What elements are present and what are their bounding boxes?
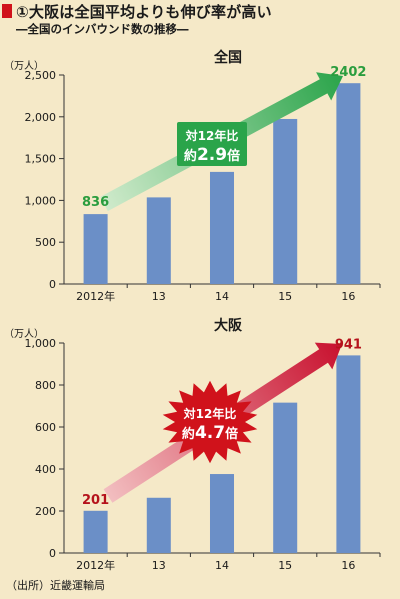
bar [209, 474, 235, 553]
ratio-prefix: 約 [182, 426, 195, 442]
y-tick-label: 400 [35, 463, 56, 476]
data-label-first: 836 [82, 195, 109, 210]
bar [273, 118, 298, 284]
x-tick-label: 14 [215, 290, 229, 303]
chart-osaka: 大阪 （万人） 0 200 400 600 800 1,000 2012年 13 14 15 16 [4, 317, 381, 572]
bar [146, 197, 171, 284]
ratio-multiplier: 2.9 [197, 145, 227, 165]
ratio-badge-line2: 約4.7倍 [182, 423, 238, 443]
y-tick-label: 800 [35, 379, 56, 392]
x-tick-label: 13 [152, 559, 166, 572]
y-tick-label: 2,000 [25, 111, 57, 124]
figure-title: ①大阪は全国平均よりも伸び率が高い [16, 3, 272, 21]
x-tick-label: 16 [341, 290, 355, 303]
data-label-last: 2402 [330, 65, 366, 80]
ratio-badge-line2: 約2.9倍 [184, 145, 240, 165]
ratio-suffix: 倍 [225, 426, 238, 442]
ratio-badge-line1: 対12年比 [183, 406, 237, 421]
y-tick-label: 2,500 [25, 69, 57, 82]
figure-header: ①大阪は全国平均よりも伸び率が高い ―全国のインバウンド数の推移― [0, 0, 400, 42]
data-label-first: 201 [82, 493, 109, 508]
figure-subtitle: ―全国のインバウンド数の推移― [16, 22, 189, 36]
ratio-badge-burst [162, 380, 258, 464]
title-marker [2, 4, 12, 18]
ratio-prefix: 約 [184, 148, 197, 164]
y-tick-label: 1,000 [25, 337, 57, 350]
bar [83, 214, 108, 284]
ratio-badge-line1: 対12年比 [185, 128, 239, 143]
x-tick-label: 16 [341, 559, 355, 572]
x-tick-label: 15 [278, 290, 292, 303]
x-tick-label: 14 [215, 559, 229, 572]
bar [83, 510, 108, 553]
y-tick-label: 500 [35, 236, 56, 249]
source-note: （出所）近畿運輸局 [6, 579, 105, 592]
y-tick-label: 1,000 [25, 194, 57, 207]
ratio-multiplier: 4.7 [195, 423, 225, 443]
data-label-last: 941 [335, 337, 362, 352]
x-tick-label: 2012年 [76, 289, 115, 303]
chart-title: 全国 [213, 49, 242, 66]
x-tick-label: 13 [152, 290, 166, 303]
chart-title: 大阪 [214, 317, 243, 334]
ratio-suffix: 倍 [227, 148, 240, 164]
x-tick-label: 15 [278, 559, 292, 572]
bar [273, 402, 298, 553]
bar [336, 355, 361, 553]
y-tick-label: 0 [49, 278, 56, 291]
y-tick-label: 600 [35, 421, 56, 434]
ratio-badge-box [177, 122, 247, 166]
y-axis-unit: （万人） [4, 60, 44, 72]
bar [146, 497, 171, 553]
y-tick-label: 1,500 [25, 153, 57, 166]
x-tick-label: 2012年 [76, 558, 115, 572]
y-tick-label: 0 [49, 547, 56, 560]
bar [209, 171, 235, 284]
y-axis-unit: （万人） [4, 328, 44, 340]
bar [336, 83, 361, 284]
y-tick-label: 200 [35, 505, 56, 518]
chart-nationwide: 全国 （万人） 0 500 1,000 1,500 2,000 2,500 2012年 13 14 1… [4, 49, 381, 303]
